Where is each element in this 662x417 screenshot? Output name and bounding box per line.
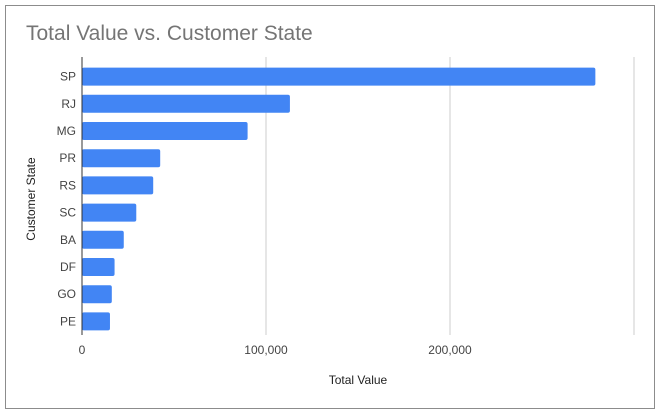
bar-pr (82, 149, 161, 168)
bar-mg (82, 122, 248, 140)
bar-sc (82, 203, 137, 222)
y-tick-label: MG (57, 124, 76, 138)
gridlines (265, 57, 635, 335)
bar-rj (82, 94, 290, 113)
bar-sp (82, 67, 596, 86)
y-tick-label: SP (60, 70, 76, 84)
bar-pe (82, 312, 110, 331)
x-tick-label: 200,000 (428, 343, 472, 357)
y-tick-label: RJ (61, 97, 76, 111)
bar-df (82, 258, 115, 276)
x-axis-title: Total Value (329, 373, 388, 387)
x-tick-label: 100,000 (244, 343, 288, 357)
chart-title: Total Value vs. Customer State (26, 22, 313, 45)
y-tick-label: SC (59, 206, 76, 220)
y-tick-label: PR (59, 151, 76, 165)
y-tick-label: PE (60, 314, 76, 328)
bars (82, 67, 596, 331)
y-tick-label: DF (60, 260, 76, 274)
axes: SP RJ MG PR RS SC BA DF GO PE 0 100,000 200,000 (57, 57, 472, 357)
y-tick-label: RS (59, 178, 76, 192)
y-axis-title: Customer State (24, 157, 38, 241)
y-tick-label: BA (60, 233, 76, 247)
bar-go (82, 285, 112, 304)
y-tick-label: GO (57, 287, 76, 301)
bar-rs (82, 176, 154, 195)
x-tick-label: 0 (79, 343, 86, 357)
bar-ba (82, 230, 124, 249)
